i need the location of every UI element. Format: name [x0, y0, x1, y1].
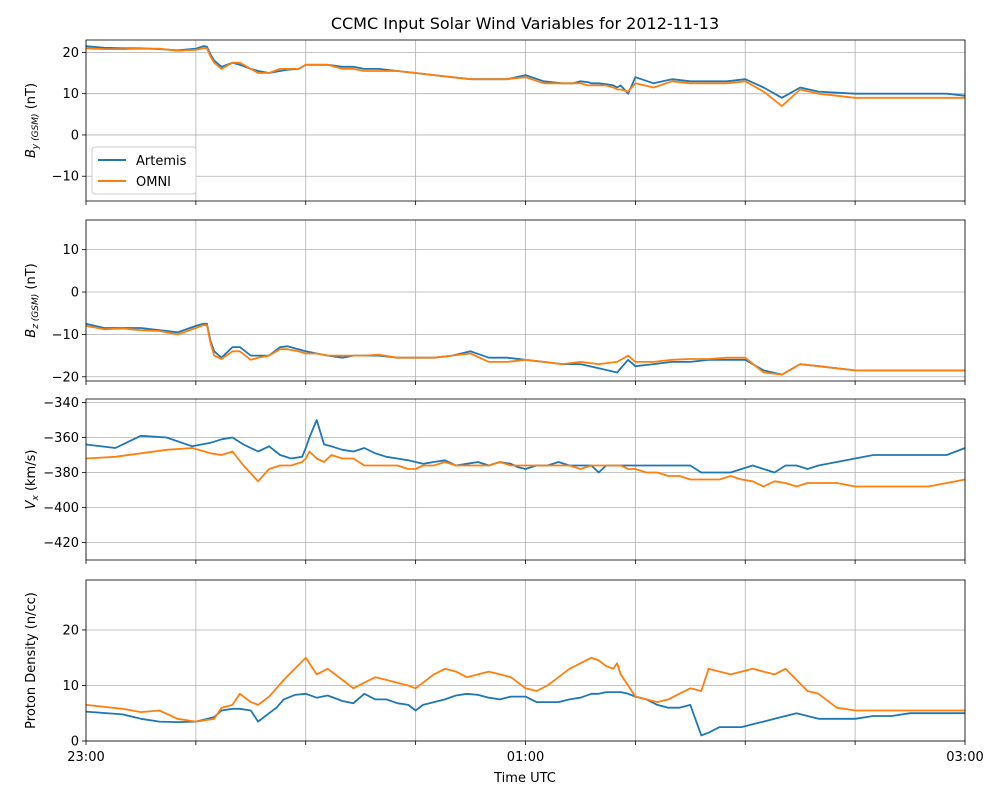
- panel-2: 10 0 −10 −20 Bz (GSM) (nT): [24, 219, 966, 385]
- y-tick-label: 20: [62, 46, 79, 61]
- y-tick-label: −10: [52, 328, 79, 343]
- y-axis-label: Proton Density (n/cc): [24, 592, 39, 729]
- chart-title: CCMC Input Solar Wind Variables for 2012…: [331, 14, 719, 33]
- y-tick-label: −20: [52, 370, 79, 385]
- y-tick-label: −420: [43, 536, 79, 551]
- series-line-omni: [85, 447, 966, 488]
- series-line-artemis: [85, 691, 965, 737]
- series-line-omni: [85, 324, 965, 376]
- y-tick-label: −360: [43, 431, 79, 446]
- x-tick-label: 01:00: [507, 750, 544, 765]
- y-tick-label: 0: [71, 735, 79, 750]
- x-tick-label: 03:00: [946, 750, 983, 765]
- series-line-artemis: [85, 419, 966, 474]
- legend-label-omni: OMNI: [136, 175, 171, 190]
- y-tick-label: 10: [62, 679, 79, 694]
- y-axis-label: By (GSM) (nT): [24, 83, 41, 158]
- y-axis-label: Bz (GSM) (nT): [24, 263, 41, 337]
- axes-frame: [85, 579, 966, 742]
- legend-box: [91, 146, 197, 195]
- legend-label-artemis: Artemis: [136, 154, 187, 169]
- y-tick-label: −400: [43, 501, 79, 516]
- series-line-omni: [85, 656, 965, 723]
- axes-frame: [85, 398, 966, 561]
- y-axis-label: Vx (km/s): [24, 450, 41, 510]
- panel-3: −340 −360 −380 −400 −420 Vx (km/s): [24, 396, 966, 564]
- y-tick-label: 0: [71, 128, 79, 143]
- legend: Artemis OMNI: [91, 146, 197, 195]
- x-axis-label: Time UTC: [493, 771, 556, 786]
- series-line-omni: [85, 47, 965, 107]
- panel-1: 20 10 0 −10 By (GSM) (nT) Artemis OMNI: [24, 39, 966, 205]
- x-tick-label: 23:00: [67, 750, 104, 765]
- y-tick-label: −10: [52, 170, 79, 185]
- axes-frame: [85, 219, 966, 382]
- axes-frame: [85, 39, 966, 202]
- y-tick-label: −340: [43, 396, 79, 411]
- panel-4: 0 10 20 Proton Density (n/cc) 23:00 01:00 03:0…: [24, 579, 984, 765]
- y-tick-label: 10: [62, 243, 79, 258]
- y-tick-label: 20: [62, 623, 79, 638]
- y-tick-label: 0: [71, 286, 79, 301]
- y-tick-label: 10: [62, 87, 79, 102]
- y-tick-label: −380: [43, 466, 79, 481]
